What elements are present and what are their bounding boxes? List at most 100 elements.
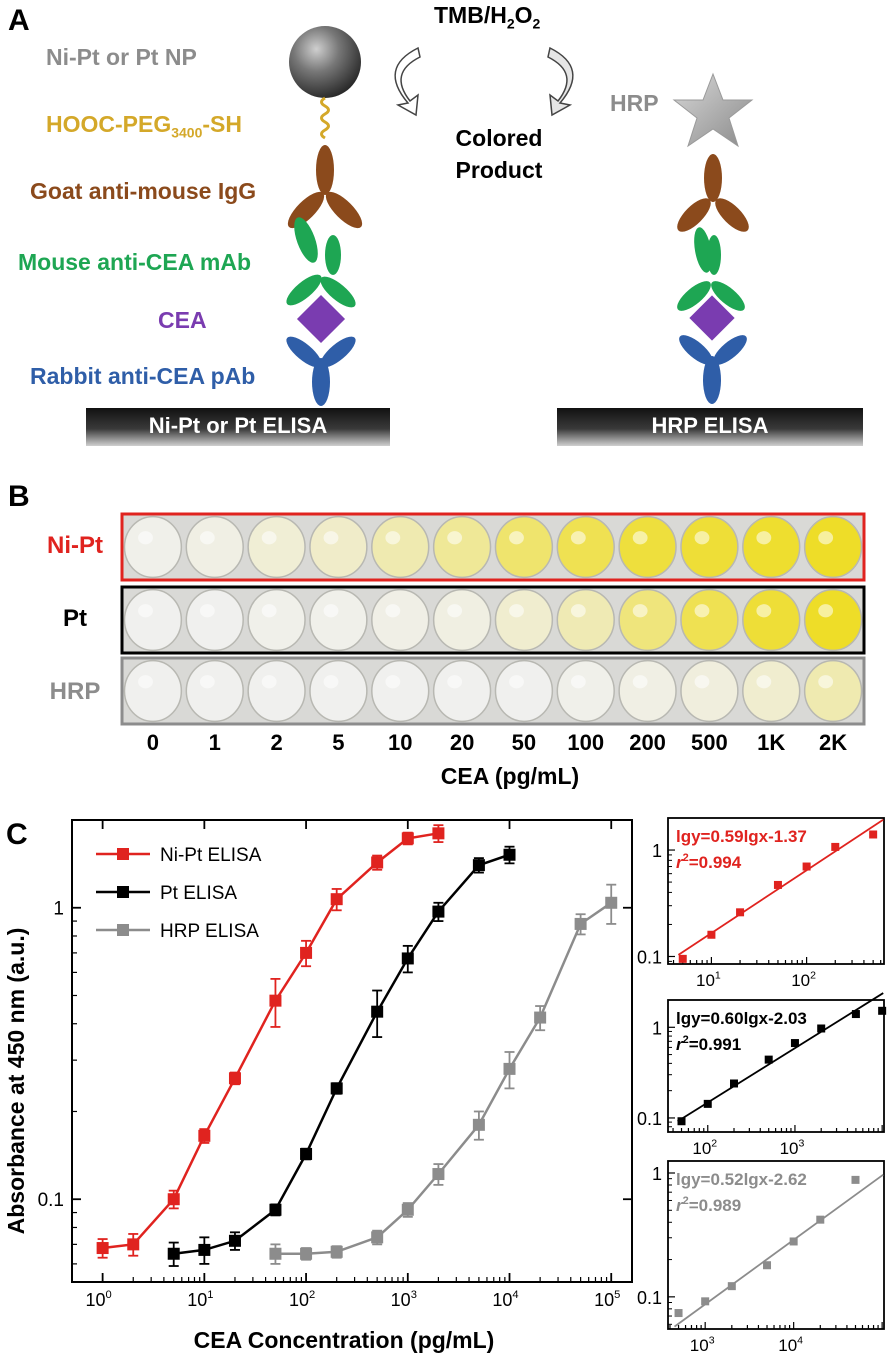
- well: [742, 515, 801, 579]
- np-label: Ni-Pt or Pt NP: [46, 44, 197, 70]
- fit-line: [673, 1173, 884, 1328]
- well-highlight: [818, 531, 834, 545]
- data-point: [574, 917, 587, 930]
- elisa-left-label: Ni-Pt or Pt ELISA: [148, 413, 328, 438]
- inset-y-tick-label: 1: [652, 841, 662, 861]
- well: [247, 659, 306, 723]
- well-highlight: [199, 604, 215, 618]
- inset-x-tick-label: 101: [696, 969, 721, 990]
- well-highlight: [261, 531, 277, 545]
- y-tick-label: 1: [53, 899, 64, 920]
- well: [432, 515, 492, 579]
- data-point: [330, 893, 343, 906]
- inset-data-point: [764, 1055, 773, 1064]
- x-tick-label: 101: [187, 1289, 213, 1310]
- well: [618, 588, 677, 652]
- inset-data-point: [678, 954, 687, 963]
- plot-frame: [71, 819, 633, 1283]
- well: [432, 659, 492, 723]
- legend-label: Pt ELISA: [160, 883, 237, 904]
- data-point: [127, 1238, 140, 1251]
- row-label-pt: Pt: [63, 605, 87, 632]
- data-point: [432, 827, 445, 840]
- data-point: [228, 1072, 241, 1085]
- cycle-arrow-right-icon: [547, 46, 574, 117]
- nanoparticle-icon: [289, 26, 361, 98]
- inset-data-point: [701, 1297, 710, 1306]
- well: [680, 588, 739, 652]
- well-highlight: [447, 604, 463, 618]
- rabbit-pab-icon: [286, 336, 356, 406]
- well: [185, 659, 244, 723]
- well: [185, 515, 244, 579]
- well: [371, 515, 430, 579]
- panel-c-letter: C: [6, 818, 28, 851]
- data-point: [300, 946, 313, 959]
- well-highlight: [632, 675, 648, 689]
- well-highlight: [199, 675, 215, 689]
- legend-marker: [117, 886, 129, 898]
- inset-frame: [667, 1160, 885, 1330]
- peg-label: HOOC-PEG3400-SH: [46, 111, 243, 141]
- well: [618, 515, 677, 579]
- series-line-0: [102, 832, 439, 1250]
- data-point: [300, 1147, 313, 1160]
- concentration-label: 20: [449, 730, 475, 755]
- well: [123, 515, 183, 579]
- fit-line: [677, 992, 884, 1123]
- well: [123, 659, 183, 723]
- inset-data-point: [730, 1079, 739, 1088]
- well-highlight: [694, 531, 710, 545]
- inset-data-point: [674, 1309, 683, 1318]
- well: [494, 588, 554, 652]
- well: [309, 659, 368, 723]
- x-tick-label: 104: [492, 1289, 518, 1310]
- hrp-label: HRP: [610, 90, 659, 116]
- data-point: [96, 1242, 109, 1255]
- data-point: [503, 848, 516, 861]
- data-point: [167, 1193, 180, 1206]
- hrp-mouse-mab-icon: [677, 227, 745, 311]
- panel-a-diagram: [86, 26, 863, 446]
- well-highlight: [756, 675, 772, 689]
- inset-x-tick-label: 104: [778, 1334, 803, 1355]
- well-highlight: [323, 531, 339, 545]
- concentration-label: 2K: [819, 730, 848, 755]
- concentration-label: 500: [691, 730, 728, 755]
- data-point: [198, 1243, 211, 1256]
- inset-data-point: [831, 842, 840, 851]
- inset-y-tick-label: 1: [652, 1164, 662, 1184]
- well-highlight: [138, 604, 153, 618]
- data-point: [401, 832, 414, 845]
- inset-data-point: [736, 908, 745, 917]
- x-tick-label: 102: [289, 1289, 315, 1310]
- inset-frame: [667, 817, 885, 965]
- inset-data-point: [703, 1099, 712, 1108]
- row-label-nipt: Ni-Pt: [47, 532, 103, 559]
- concentration-label: 200: [629, 730, 666, 755]
- data-point: [534, 1011, 547, 1024]
- data-point: [605, 896, 618, 909]
- data-point: [371, 856, 384, 869]
- inset-x-tick-label: 103: [780, 1137, 805, 1158]
- well: [371, 588, 430, 652]
- mouse-mab-icon: [286, 217, 356, 308]
- data-point: [167, 1247, 180, 1260]
- y-tick-label: 0.1: [38, 1190, 64, 1211]
- inset-y-tick-label: 1: [652, 1018, 662, 1038]
- data-point: [432, 905, 445, 918]
- well-highlight: [632, 604, 648, 618]
- well-highlight: [447, 675, 463, 689]
- well-highlight: [261, 604, 277, 618]
- data-point: [472, 1118, 485, 1131]
- plate-left-bar: [86, 408, 390, 446]
- well: [556, 515, 615, 579]
- inset-data-point: [677, 1117, 686, 1126]
- well-highlight: [323, 675, 339, 689]
- concentration-label: 1: [208, 730, 221, 755]
- well: [618, 659, 677, 723]
- concentration-label: 1K: [757, 730, 786, 755]
- r-squared: r2=0.991: [676, 1034, 741, 1054]
- inset-chart-pt: 102 103 0.1 1 lgy=0.60lgx-2.03 r2=0.991: [637, 992, 887, 1158]
- legend-label: Ni-Pt ELISA: [160, 845, 262, 866]
